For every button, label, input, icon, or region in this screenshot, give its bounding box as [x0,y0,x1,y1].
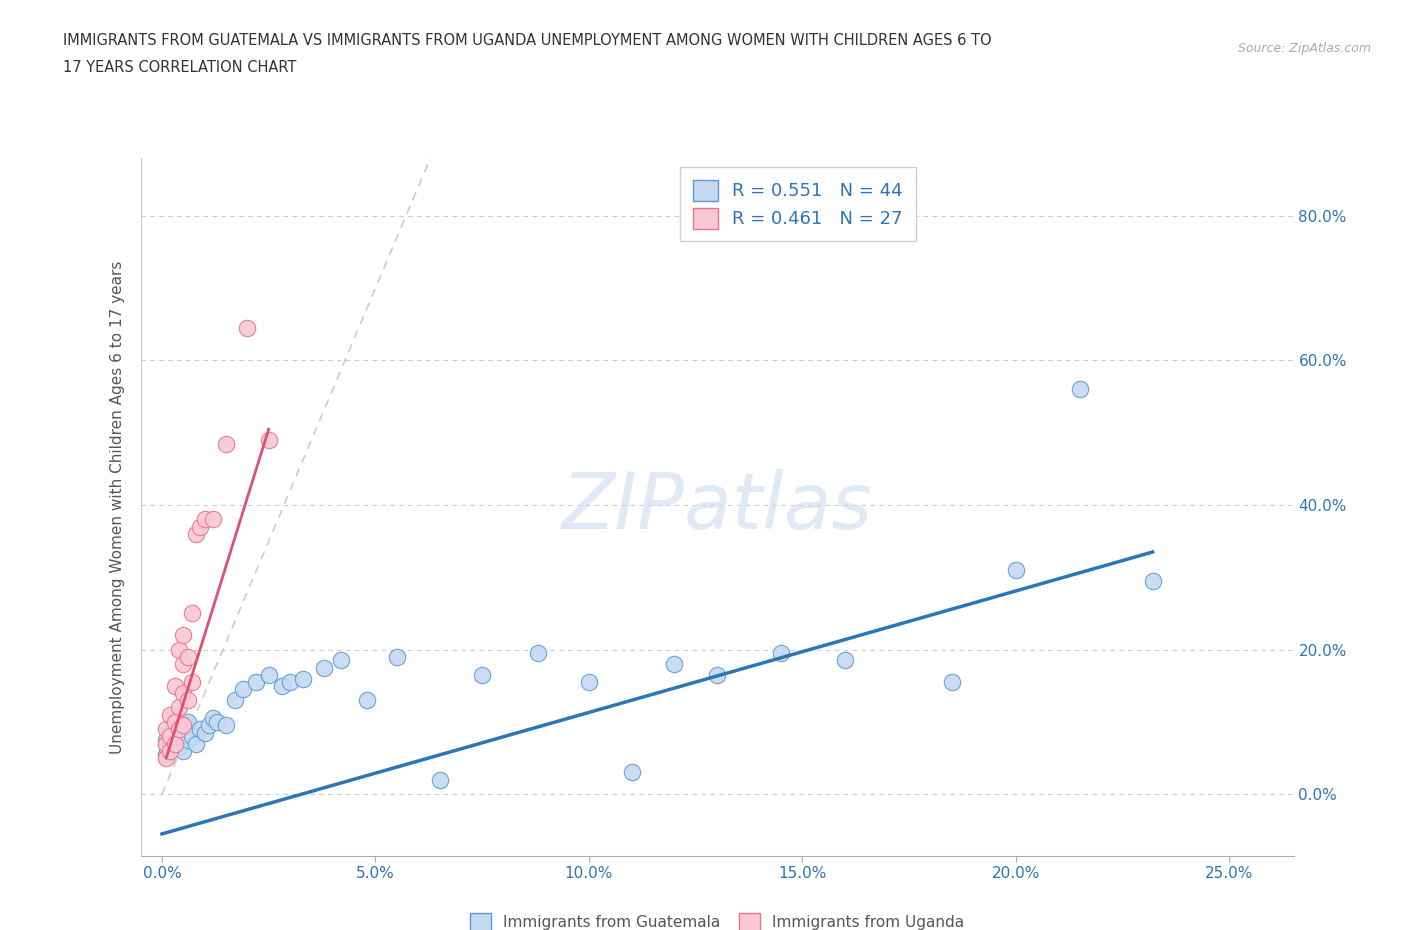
Point [1069,382,1091,397]
Text: ZIPatlas: ZIPatlas [561,469,873,545]
Point [215,436,238,451]
Point [526,645,548,660]
Point [190,722,212,737]
Text: 17 YEARS CORRELATION CHART: 17 YEARS CORRELATION CHART [63,60,297,75]
Point [941,674,963,689]
Point [159,729,181,744]
Point [270,678,292,693]
Point [184,526,207,541]
Point [278,674,301,689]
Point [159,707,181,722]
Point [163,737,186,751]
Point [159,739,181,754]
Point [155,722,177,737]
Point [172,628,194,643]
Point [159,743,181,758]
Point [172,718,194,733]
Point [176,714,198,729]
Point [172,657,194,671]
Point [176,693,198,708]
Point [172,743,194,758]
Point [198,718,221,733]
Legend: Immigrants from Guatemala, Immigrants from Uganda: Immigrants from Guatemala, Immigrants fr… [463,906,972,930]
Point [163,714,186,729]
Point [180,606,202,621]
Point [155,737,177,751]
Y-axis label: Unemployment Among Women with Children Ages 6 to 17 years: Unemployment Among Women with Children A… [110,260,125,753]
Point [159,725,181,740]
Point [356,693,378,708]
Point [620,765,643,780]
Point [330,653,353,668]
Text: Source: ZipAtlas.com: Source: ZipAtlas.com [1237,42,1371,55]
Point [224,693,246,708]
Point [257,432,280,447]
Text: IMMIGRANTS FROM GUATEMALA VS IMMIGRANTS FROM UGANDA UNEMPLOYMENT AMONG WOMEN WIT: IMMIGRANTS FROM GUATEMALA VS IMMIGRANTS … [63,33,991,47]
Point [664,657,686,671]
Point [202,711,225,725]
Point [706,668,728,683]
Point [291,671,314,686]
Point [471,668,494,683]
Point [184,737,207,751]
Point [578,674,600,689]
Point [834,653,856,668]
Point [172,685,194,700]
Point [770,645,793,660]
Point [314,660,336,675]
Point [207,714,229,729]
Point [180,674,202,689]
Point [167,739,190,754]
Point [176,733,198,748]
Point [163,722,186,737]
Point [180,729,202,744]
Point [155,751,177,765]
Point [236,321,259,336]
Point [155,733,177,748]
Point [172,718,194,733]
Point [194,725,217,740]
Point [257,668,280,683]
Point [176,649,198,664]
Point [385,649,408,664]
Point [190,519,212,534]
Point [163,737,186,751]
Point [155,747,177,762]
Point [163,678,186,693]
Point [215,718,238,733]
Point [194,512,217,527]
Point [232,682,254,697]
Point [429,772,451,787]
Point [167,722,190,737]
Point [167,729,190,744]
Point [245,674,267,689]
Point [1005,563,1028,578]
Point [167,700,190,715]
Point [202,512,225,527]
Point [167,642,190,657]
Point [1142,574,1164,589]
